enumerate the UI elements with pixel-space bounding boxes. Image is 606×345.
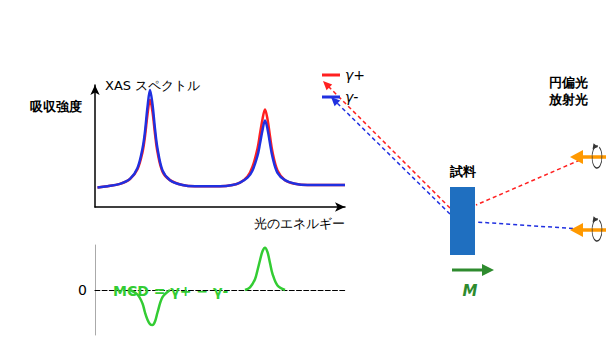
svg-text:円偏光: 円偏光: [549, 75, 588, 90]
svg-text:光のエネルギー: 光のエネルギー: [254, 216, 345, 231]
svg-text:XAS スペクトル: XAS スペクトル: [105, 78, 200, 93]
svg-text:試料: 試料: [449, 164, 476, 179]
svg-text:吸収強度: 吸収強度: [30, 99, 82, 114]
svg-text:γ+: γ+: [345, 67, 365, 83]
svg-text:0: 0: [78, 282, 87, 298]
svg-text:放射光: 放射光: [548, 92, 588, 107]
svg-text:MCD = γ+ − γ-: MCD = γ+ − γ-: [113, 283, 229, 299]
svg-text:γ-: γ-: [345, 89, 358, 105]
svg-text:M: M: [463, 282, 478, 300]
